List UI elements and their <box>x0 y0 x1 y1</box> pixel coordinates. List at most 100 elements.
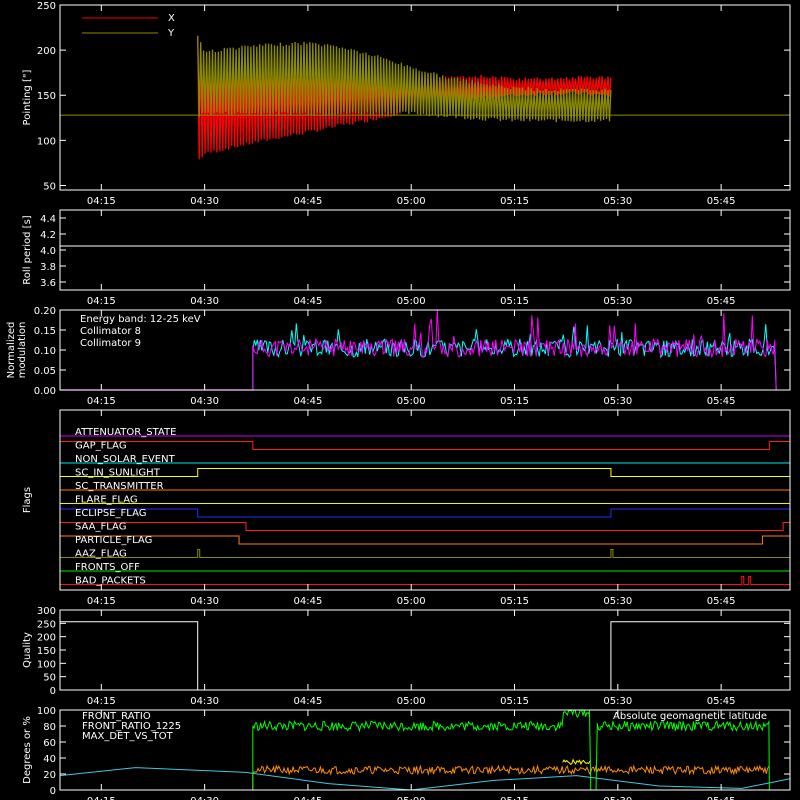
ratios-xtick-label: 05:00 <box>397 796 426 800</box>
flag-label-sc-in-sunlight: SC_IN_SUNLIGHT <box>75 468 161 479</box>
roll-period-xtick-label: 04:30 <box>190 296 219 307</box>
ratios-ylabel: Degrees or % <box>22 716 33 784</box>
ratios-ytick-label: 80 <box>43 722 56 733</box>
flag-label-aaz-flag: AAZ_FLAG <box>75 549 127 560</box>
modulation-xtick-label: 04:15 <box>87 396 116 407</box>
flags-xtick-label: 05:15 <box>500 596 529 607</box>
flag-label-attenuator-state: ATTENUATOR_STATE <box>75 427 176 438</box>
roll-period-xtick-label: 05:00 <box>397 296 426 307</box>
quality-ytick-label: 200 <box>37 633 56 644</box>
legend-front-ratio: FRONT_RATIO <box>82 711 151 722</box>
legend-x-label: X <box>168 13 175 24</box>
ratios-xtick-label: 05:45 <box>707 796 736 800</box>
roll-period-ytick-label: 4.0 <box>40 246 56 257</box>
flags-xtick-label: 05:30 <box>603 596 632 607</box>
quality-xtick-label: 05:45 <box>707 696 736 707</box>
ratios-xtick-label: 05:15 <box>500 796 529 800</box>
roll-period-ytick-label: 4.2 <box>40 230 56 241</box>
modulation-ytick-label: 0.15 <box>34 326 56 337</box>
ratios-xtick-label: 04:45 <box>294 796 323 800</box>
flag-label-fronts-off: FRONTS_OFF <box>75 562 140 573</box>
flag-line-sc-in-sunlight <box>60 468 790 477</box>
pointing-ytick-label: 100 <box>37 136 56 147</box>
ratios-frame <box>59 709 791 791</box>
flag-label-flare-flag: FLARE_FLAG <box>75 495 138 506</box>
flag-label-saa-flag: SAA_FLAG <box>75 522 126 533</box>
pointing-xtick-label: 04:30 <box>190 196 219 207</box>
quality-ylabel: Quality <box>22 632 33 668</box>
quality-xtick-label: 04:30 <box>190 696 219 707</box>
pointing-ytick-label: 200 <box>37 46 56 57</box>
legend-y-label: Y <box>167 28 175 39</box>
quality-ytick-label: 50 <box>43 673 56 684</box>
pointing-xtick-label: 05:15 <box>500 196 529 207</box>
flag-line-bad-packets <box>60 576 790 585</box>
flags-xtick-label: 04:30 <box>190 596 219 607</box>
legend-front-ratio-1225: FRONT_RATIO_1225 <box>82 721 181 732</box>
flags-xtick-label: 04:15 <box>87 596 116 607</box>
series-front-ratio-1225 <box>252 709 770 791</box>
pointing-xtick-label: 04:45 <box>294 196 323 207</box>
pointing-frame <box>59 4 791 191</box>
modulation-ytick-label: 0.20 <box>34 306 56 317</box>
pointing-ytick-label: 250 <box>37 1 56 12</box>
pointing-xtick-label: 05:45 <box>707 196 736 207</box>
series-y-pointing <box>197 35 612 123</box>
ratios-ytick-label: 40 <box>43 754 56 765</box>
pointing-xtick-label: 05:30 <box>603 196 632 207</box>
modulation-xtick-label: 04:45 <box>294 396 323 407</box>
quality-ytick-label: 150 <box>37 646 56 657</box>
flag-label-eclipse-flag: ECLIPSE_FLAG <box>75 508 146 519</box>
flags-xtick-label: 05:45 <box>707 596 736 607</box>
roll-period-xtick-label: 05:45 <box>707 296 736 307</box>
modulation-xtick-label: 05:00 <box>397 396 426 407</box>
modulation-xtick-label: 05:15 <box>500 396 529 407</box>
modulation-ytick-label: 0.10 <box>34 346 56 357</box>
legend-max-det-vs-tot: MAX_DET_VS_TOT <box>82 731 174 742</box>
pointing-ylabel: Pointing ["] <box>22 69 33 125</box>
flag-label-particle-flag: PARTICLE_FLAG <box>75 535 152 546</box>
modulation-ylabel: Normalized <box>6 322 17 379</box>
ratios-xtick-label: 04:30 <box>190 796 219 800</box>
quality-xtick-label: 05:30 <box>603 696 632 707</box>
quality-xtick-label: 05:00 <box>397 696 426 707</box>
modulation-xtick-label: 04:30 <box>190 396 219 407</box>
modulation-ytick-label: 0.05 <box>34 366 56 377</box>
roll-period-ytick-label: 4.4 <box>40 214 56 225</box>
ratios-ytick-label: 0 <box>50 786 56 797</box>
modulation-xtick-label: 05:45 <box>707 396 736 407</box>
ratios-ytick-label: 60 <box>43 738 56 749</box>
ratios-ytick-label: 20 <box>43 770 56 781</box>
flags-xtick-label: 05:00 <box>397 596 426 607</box>
flag-label-bad-packets: BAD_PACKETS <box>75 576 146 587</box>
roll-period-ytick-label: 3.8 <box>40 262 56 273</box>
flags-frame <box>59 409 791 591</box>
quality-ytick-label: 0 <box>50 686 56 697</box>
roll-period-ytick-label: 3.6 <box>40 278 56 289</box>
modulation-xtick-label: 05:30 <box>603 396 632 407</box>
legend-collimator8: Collimator 8 <box>80 326 141 337</box>
flag-label-sc-transmitter: SC_TRANSMITTER <box>75 481 164 492</box>
ratios-xtick-label: 04:15 <box>87 796 116 800</box>
series-geomag-latitude <box>59 767 791 791</box>
pointing-ytick-label: 50 <box>43 181 56 192</box>
roll-period-xtick-label: 05:15 <box>500 296 529 307</box>
quality-ytick-label: 100 <box>37 659 56 670</box>
flags-ylabel: Flags <box>22 487 33 513</box>
roll-period-xtick-label: 04:45 <box>294 296 323 307</box>
quality-ytick-label: 250 <box>37 619 56 630</box>
roll-period-ylabel: Roll period [s] <box>22 215 33 284</box>
quality-xtick-label: 05:15 <box>500 696 529 707</box>
flag-label-gap-flag: GAP_FLAG <box>75 441 127 452</box>
ratios-ytick-label: 100 <box>37 706 56 717</box>
pointing-xtick-label: 04:15 <box>87 196 116 207</box>
quality-ytick-label: 300 <box>37 606 56 617</box>
roll-period-xtick-label: 05:30 <box>603 296 632 307</box>
pointing-xtick-label: 05:00 <box>397 196 426 207</box>
quality-xtick-label: 04:15 <box>87 696 116 707</box>
modulation-ytick-label: 0.00 <box>34 386 56 397</box>
roll-period-xtick-label: 04:15 <box>87 296 116 307</box>
quality-xtick-label: 04:45 <box>294 696 323 707</box>
series-max-det-vs-tot <box>252 764 770 791</box>
